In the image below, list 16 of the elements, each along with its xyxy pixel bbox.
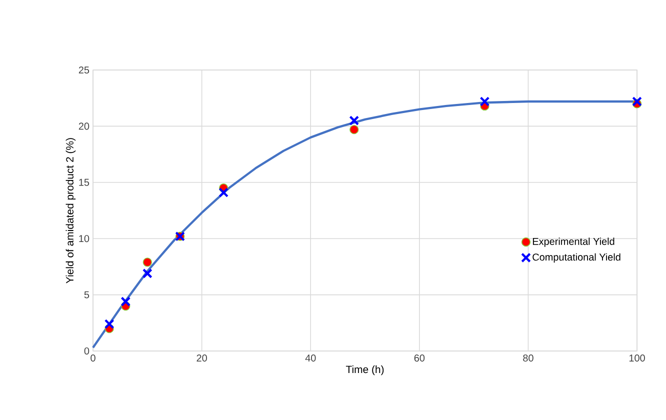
x-tick-label: 0 [90, 354, 96, 362]
y-tick-label: 15 [79, 178, 90, 186]
y-tick-label: 10 [79, 235, 90, 242]
y-tick-label: 0 [84, 347, 90, 355]
x-tick-label: 80 [523, 354, 534, 362]
x-tick-label: 40 [305, 354, 316, 362]
legend-label: Computational Yield [532, 253, 620, 263]
x-tick-label: 20 [196, 354, 207, 362]
y-axis-title: Yield of amidated product 2 (%) [66, 138, 76, 284]
legend-label: Experimental Yield [532, 238, 614, 247]
x-tick-label: 60 [414, 354, 425, 362]
y-tick-label: 20 [78, 122, 90, 130]
x-tick-label: 100 [629, 354, 645, 362]
y-tick-label: 5 [84, 291, 90, 298]
x-axis-title: Time (h) [346, 365, 384, 376]
y-tick-label: 25 [78, 66, 90, 74]
